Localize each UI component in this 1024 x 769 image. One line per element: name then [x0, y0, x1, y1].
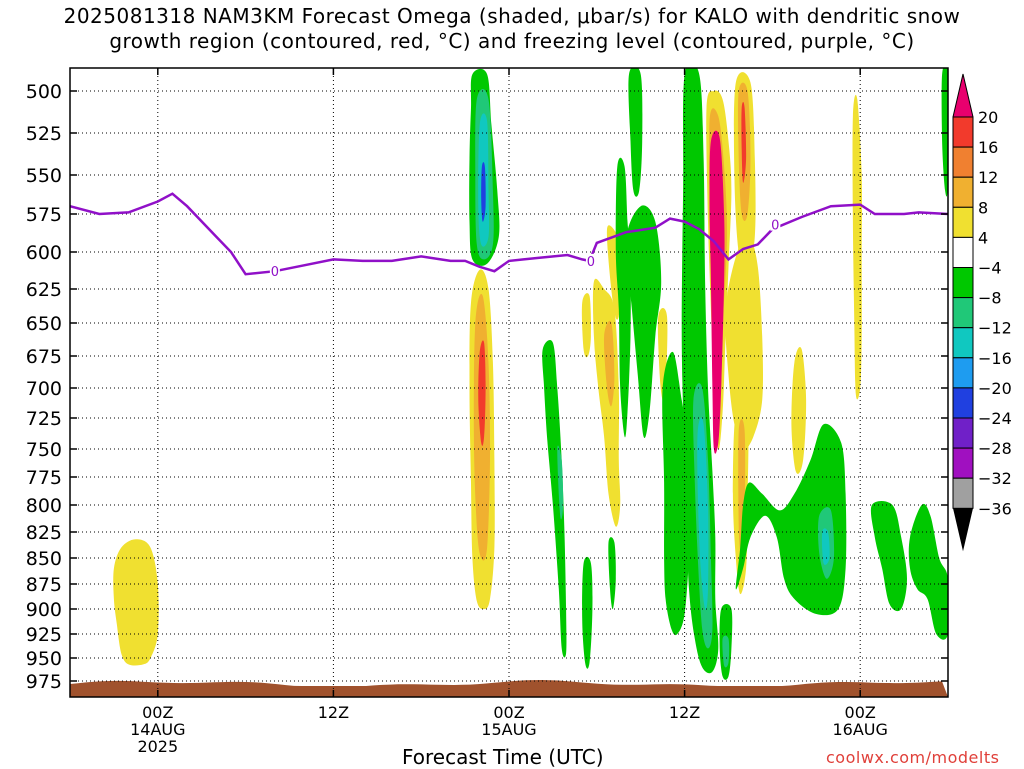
colorbar-level-label: 8: [978, 198, 988, 217]
x-tick-label: 16AUG: [832, 720, 887, 739]
y-tick-label: 775: [26, 467, 62, 489]
y-tick-label: 700: [26, 378, 62, 400]
y-tick-label: 550: [26, 165, 62, 187]
y-tick-label: 650: [26, 313, 62, 335]
colorbar-segment: [952, 176, 974, 208]
source-credit-link[interactable]: coolwx.com/modelts: [826, 748, 1000, 767]
omega-region--12: [697, 417, 709, 610]
freezing-level-label: 0: [587, 255, 595, 270]
y-tick-label: 875: [26, 574, 62, 596]
colorbar-level-label: −12: [978, 319, 1012, 338]
omega-region-4: [113, 539, 159, 666]
colorbar-level-label: −32: [978, 469, 1012, 488]
colorbar-level-label: −24: [978, 409, 1012, 428]
y-tick-label: 725: [26, 408, 62, 430]
omega-region-4: [592, 278, 621, 527]
omega-shading: [70, 68, 948, 697]
colorbar-level-label: −8: [978, 289, 1002, 308]
chart-title-line2: growth region (contoured, red, °C) and f…: [109, 29, 915, 53]
colorbar-segment: [952, 357, 974, 389]
freezing-level-label-bg: [770, 217, 781, 231]
x-tick-label: 15AUG: [481, 720, 536, 739]
omega-region--4: [615, 157, 631, 438]
omega-region--4: [662, 351, 690, 636]
omega-region--4: [608, 537, 616, 610]
x-tick-label: 14AUG: [130, 720, 185, 739]
omega-region-4: [581, 293, 592, 358]
colorbar-level-label: −20: [978, 379, 1012, 398]
omega-region--4: [908, 503, 948, 640]
x-tick-label: 2025: [137, 737, 178, 756]
y-tick-label: 750: [26, 439, 62, 461]
y-tick-label: 825: [26, 522, 62, 544]
omega-region-16: [478, 340, 486, 446]
colorbar-level-label: 16: [978, 138, 998, 157]
omega-region--20: [481, 162, 486, 222]
y-tick-label: 625: [26, 279, 62, 301]
y-tick-label: 925: [26, 624, 62, 646]
colorbar-segment: [952, 267, 974, 299]
omega-region--8: [557, 445, 564, 520]
y-tick-label: 500: [26, 81, 62, 103]
y-tick-label: 850: [26, 548, 62, 570]
colorbar-segment: [952, 116, 974, 148]
colorbar-top-arrow: [953, 74, 973, 117]
x-tick-label: 00Z: [845, 703, 876, 722]
colorbar-level-label: 12: [978, 168, 998, 187]
omega-region-4: [725, 236, 764, 450]
colorbar-segment: [952, 417, 974, 449]
x-tick-label: 00Z: [142, 703, 173, 722]
colorbar-segment: [952, 387, 974, 419]
colorbar-top-outline: [952, 73, 974, 118]
omega-region--8: [722, 635, 730, 668]
omega-region--4: [582, 556, 593, 669]
x-tick-label: 12Z: [669, 703, 700, 722]
y-tick-label: 675: [26, 346, 62, 368]
omega-region--4: [735, 423, 847, 616]
colorbar-segment: [952, 297, 974, 329]
colorbar-level-label: −28: [978, 439, 1012, 458]
colorbar-segment: [952, 236, 974, 268]
x-tick-label: 12Z: [318, 703, 349, 722]
y-tick-label: 950: [26, 648, 62, 670]
omega-region-8: [603, 320, 615, 407]
omega-region--12: [821, 528, 830, 565]
omega-region-4: [791, 347, 807, 474]
y-tick-label: 975: [26, 671, 62, 693]
freezing-level-label: 0: [771, 219, 779, 234]
grid-lines: [70, 68, 948, 697]
y-tick-label: 800: [26, 495, 62, 517]
colorbar-segment: [952, 477, 974, 509]
omega-region--4: [870, 500, 907, 612]
colorbar-segment: [952, 447, 974, 479]
colorbar: 20 16 12 8 4 −4 −8 −12 −16 −20 −24 −28 −32 −36: [952, 73, 1012, 552]
chart-title: 2025081318 NAM3KM Forecast Omega (shaded…: [0, 4, 1024, 54]
colorbar-level-label: 4: [978, 228, 988, 247]
chart-title-line1: 2025081318 NAM3KM Forecast Omega (shaded…: [63, 4, 961, 28]
omega-region-20: [709, 130, 725, 454]
freezing-level-label: 0: [271, 265, 279, 280]
colorbar-level-label: −16: [978, 349, 1012, 368]
colorbar-segment: [952, 206, 974, 238]
y-tick-label: 525: [26, 123, 62, 145]
omega-region--4: [625, 205, 662, 439]
omega-region--4: [542, 339, 567, 658]
y-tick-label: 575: [26, 204, 62, 226]
omega-region-16: [741, 102, 747, 183]
freezing-level-label-bg: [269, 264, 280, 278]
x-tick-label: 00Z: [493, 703, 524, 722]
omega-region--4: [628, 68, 643, 197]
y-tick-label: 600: [26, 242, 62, 264]
colorbar-level-label: −4: [978, 259, 1002, 278]
colorbar-segment: [952, 146, 974, 178]
x-axis-title: Forecast Time (UTC): [402, 745, 604, 769]
colorbar-bottom-arrow: [953, 508, 973, 552]
freezing-level-label-bg: [585, 253, 596, 267]
colorbar-level-label: −36: [978, 499, 1012, 518]
colorbar-level-label: 20: [978, 108, 998, 127]
y-tick-label: 900: [26, 599, 62, 621]
colorbar-segment: [952, 327, 974, 359]
